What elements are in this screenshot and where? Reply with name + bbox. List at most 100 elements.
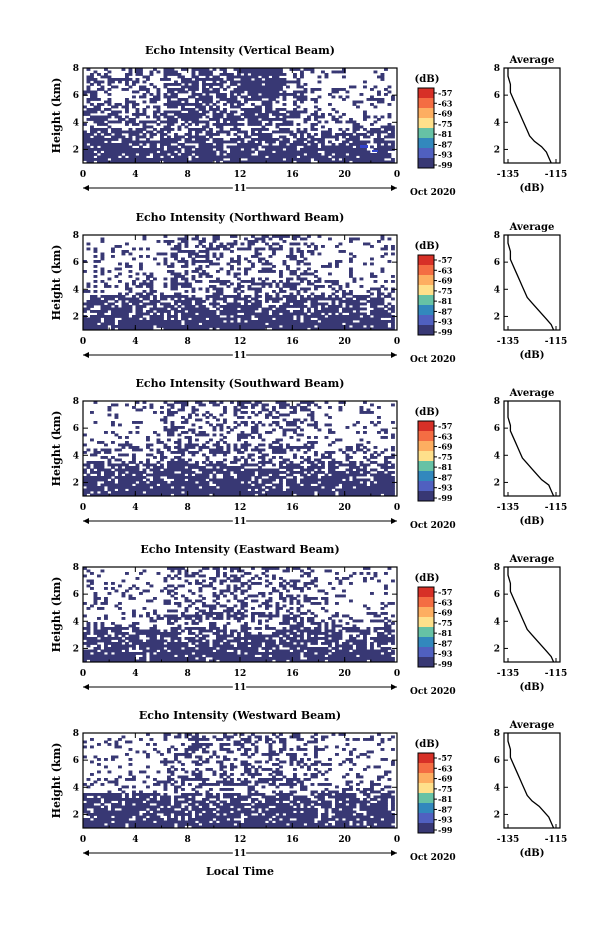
colorbar-segment: [418, 305, 434, 316]
profile-x-tick-label: -135: [497, 503, 520, 513]
x-tick-label: 4: [132, 170, 138, 180]
profile-line: [507, 68, 552, 164]
heatmap-cells: [83, 68, 395, 164]
colorbar-segment: [418, 295, 434, 306]
profile-x-tick-label: -115: [545, 337, 568, 347]
panel-5: Echo Intensity (Westward Beam) Height (km…: [50, 709, 567, 878]
colorbar-tick-label: -87: [438, 804, 452, 814]
y-axis-label: Height (km): [50, 78, 63, 154]
colorbar-tick-label: -93: [438, 317, 453, 327]
y-axis-label: Height (km): [50, 743, 63, 819]
profile-y-tick-label: 6: [494, 756, 500, 766]
profile-y-tick-label: 4: [494, 451, 500, 461]
y-tick-label: 8: [73, 231, 79, 241]
colorbar-tick-label: -81: [438, 794, 452, 804]
profile-y-tick-label: 6: [494, 424, 500, 434]
colorbar-tick-label: -63: [438, 763, 453, 773]
profile-y-tick-label: 6: [494, 91, 500, 101]
colorbar-tick-label: -75: [438, 286, 452, 296]
profile-x-label: (dB): [520, 516, 545, 527]
profile-frame: [503, 67, 561, 164]
colorbar-tick-label: -69: [438, 276, 453, 286]
profile-x-tick-label: -115: [545, 503, 568, 513]
x-tick-label: 20: [338, 835, 351, 845]
colorbar-segment: [418, 118, 434, 129]
colorbar-segment: [418, 421, 434, 432]
date-label: 11: [234, 849, 247, 859]
profile-frame: [503, 732, 561, 829]
date-suffix: Oct 2020: [410, 355, 456, 365]
colorbar-tick-label: -93: [438, 649, 453, 659]
colorbar-tick-label: -63: [438, 431, 453, 441]
y-tick-label: 4: [73, 783, 79, 793]
x-tick-label: 16: [286, 503, 299, 513]
colorbar-segment: [418, 647, 434, 658]
date-label: 11: [234, 184, 247, 194]
colorbar-tick-label: -57: [438, 88, 452, 98]
y-tick-label: 2: [73, 312, 79, 322]
y-tick-label: 4: [73, 451, 79, 461]
colorbar-tick-label: -75: [438, 618, 452, 628]
panel-title: Echo Intensity (Southward Beam): [136, 377, 345, 390]
x-tick-label: 20: [338, 503, 351, 513]
colorbar-tick-label: -93: [438, 483, 453, 493]
profile-x-tick-label: -115: [545, 669, 568, 679]
colorbar-tick-label: -93: [438, 150, 453, 160]
colorbar-segment: [418, 773, 434, 784]
colorbar-tick-label: -81: [438, 129, 452, 139]
x-tick-label: 0: [394, 669, 400, 679]
x-tick-label: 4: [132, 503, 138, 513]
profile-line: [507, 733, 555, 829]
x-tick-label: 0: [394, 503, 400, 513]
panel-2: Echo Intensity (Northward Beam) Height (k…: [50, 211, 567, 365]
colorbar-tick-label: -93: [438, 815, 453, 825]
colorbar-tick-label: -99: [438, 659, 453, 669]
profile-y-tick-label: 2: [494, 478, 500, 488]
profile-x-tick-label: -135: [497, 669, 520, 679]
colorbar-segment: [418, 108, 434, 119]
x-tick-label: 0: [394, 337, 400, 347]
y-tick-label: 6: [73, 258, 79, 268]
colorbar-segment: [418, 783, 434, 794]
profile-y-tick-label: 4: [494, 783, 500, 793]
profile-y-tick-label: 8: [494, 397, 500, 407]
profile-y-tick-label: 4: [494, 285, 500, 295]
x-tick-label: 0: [394, 835, 400, 845]
x-tick-label: 8: [185, 503, 191, 513]
colorbar-unit: (dB): [415, 241, 440, 252]
echo-highlight: [360, 145, 368, 148]
x-tick-label: 8: [185, 337, 191, 347]
profile-title: Average: [509, 222, 555, 233]
heatmap-cells: [83, 401, 395, 497]
profile-y-tick-label: 2: [494, 312, 500, 322]
colorbar-segment: [418, 637, 434, 648]
colorbar-segment: [418, 813, 434, 824]
profile-line: [507, 235, 555, 331]
profile-y-tick-label: 2: [494, 145, 500, 155]
profile-frame: [503, 400, 561, 497]
colorbar-tick-label: -87: [438, 306, 452, 316]
colorbar-tick-label: -75: [438, 119, 452, 129]
colorbar-tick-label: -87: [438, 638, 452, 648]
x-tick-label: 0: [80, 669, 86, 679]
profile-x-tick-label: -115: [545, 170, 568, 180]
y-axis-label: Height (km): [50, 577, 63, 653]
profile-x-tick-label: -135: [497, 170, 520, 180]
date-suffix: Oct 2020: [410, 521, 456, 531]
x-tick-label: 16: [286, 669, 299, 679]
x-tick-label: 8: [185, 170, 191, 180]
profile-y-tick-label: 8: [494, 729, 500, 739]
colorbar-segment: [418, 793, 434, 804]
colorbar-tick-label: -69: [438, 774, 453, 784]
x-tick-label: 4: [132, 669, 138, 679]
colorbar-tick-label: -69: [438, 109, 453, 119]
y-tick-label: 2: [73, 478, 79, 488]
y-tick-label: 2: [73, 145, 79, 155]
panel-title: Echo Intensity (Eastward Beam): [140, 543, 339, 556]
colorbar-tick-label: -99: [438, 825, 453, 835]
colorbar-frame: [417, 752, 435, 834]
profile-x-label: (dB): [520, 350, 545, 361]
date-suffix: Oct 2020: [410, 188, 456, 198]
colorbar-tick-label: -57: [438, 753, 452, 763]
colorbar-tick-label: -75: [438, 452, 452, 462]
